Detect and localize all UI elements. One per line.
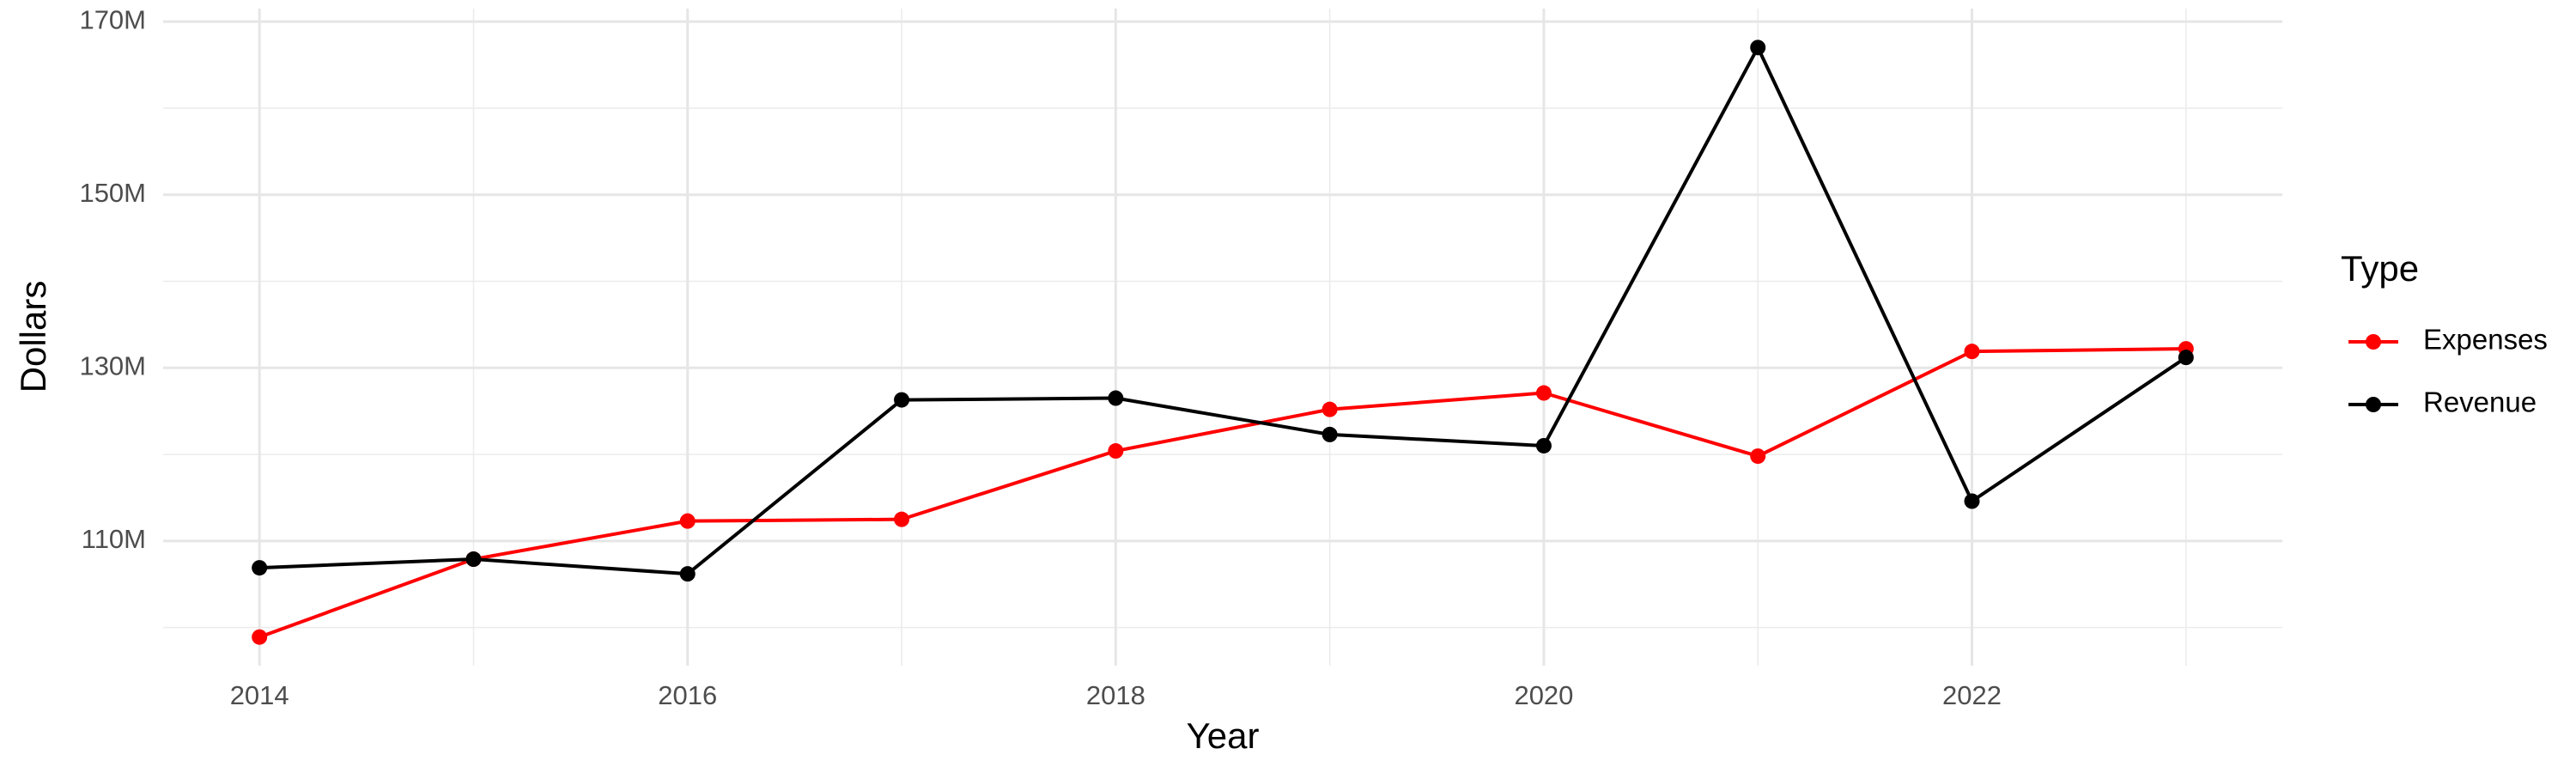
legend-label: Expenses (2423, 324, 2548, 356)
legend-key-point (2366, 334, 2381, 350)
data-point (1321, 426, 1338, 442)
y-axis-title: Dollars (13, 281, 53, 393)
x-tick-label: 2020 (1514, 680, 1573, 710)
x-tick-label: 2022 (1942, 680, 2002, 710)
data-point (465, 551, 482, 568)
data-point (1964, 493, 1980, 509)
grid (163, 9, 2282, 666)
y-tick-label: 170M (79, 4, 146, 34)
y-tick-label: 130M (79, 350, 146, 380)
data-point (1321, 401, 1338, 417)
series-line (259, 43, 2187, 576)
series-line (258, 347, 2186, 639)
data-point (1108, 443, 1124, 460)
legend-title: Type (2341, 248, 2419, 289)
data-point (1964, 344, 1980, 360)
legend-label: Revenue (2423, 386, 2537, 418)
x-tick-label: 2018 (1086, 680, 1145, 710)
legend: Type Expenses Revenue (2341, 248, 2548, 418)
data-point (1535, 437, 1552, 453)
data-point (1750, 40, 1766, 56)
x-axis-title: Year (1187, 715, 1260, 756)
legend-key-point (2366, 397, 2381, 412)
data-point (894, 392, 910, 408)
data-point (252, 629, 268, 645)
data-point (1535, 385, 1552, 401)
data-point (894, 511, 910, 527)
data-point (679, 513, 696, 529)
y-tick-label: 150M (79, 178, 146, 208)
x-tick-label: 2016 (658, 680, 717, 710)
data-point (252, 560, 268, 576)
plot-area (252, 40, 2194, 645)
data-point (1108, 390, 1124, 406)
x-tick-label: 2014 (230, 680, 289, 710)
data-point (679, 566, 696, 582)
data-point (2178, 350, 2194, 366)
y-tick-label: 110M (82, 524, 146, 554)
data-point (1750, 448, 1766, 465)
